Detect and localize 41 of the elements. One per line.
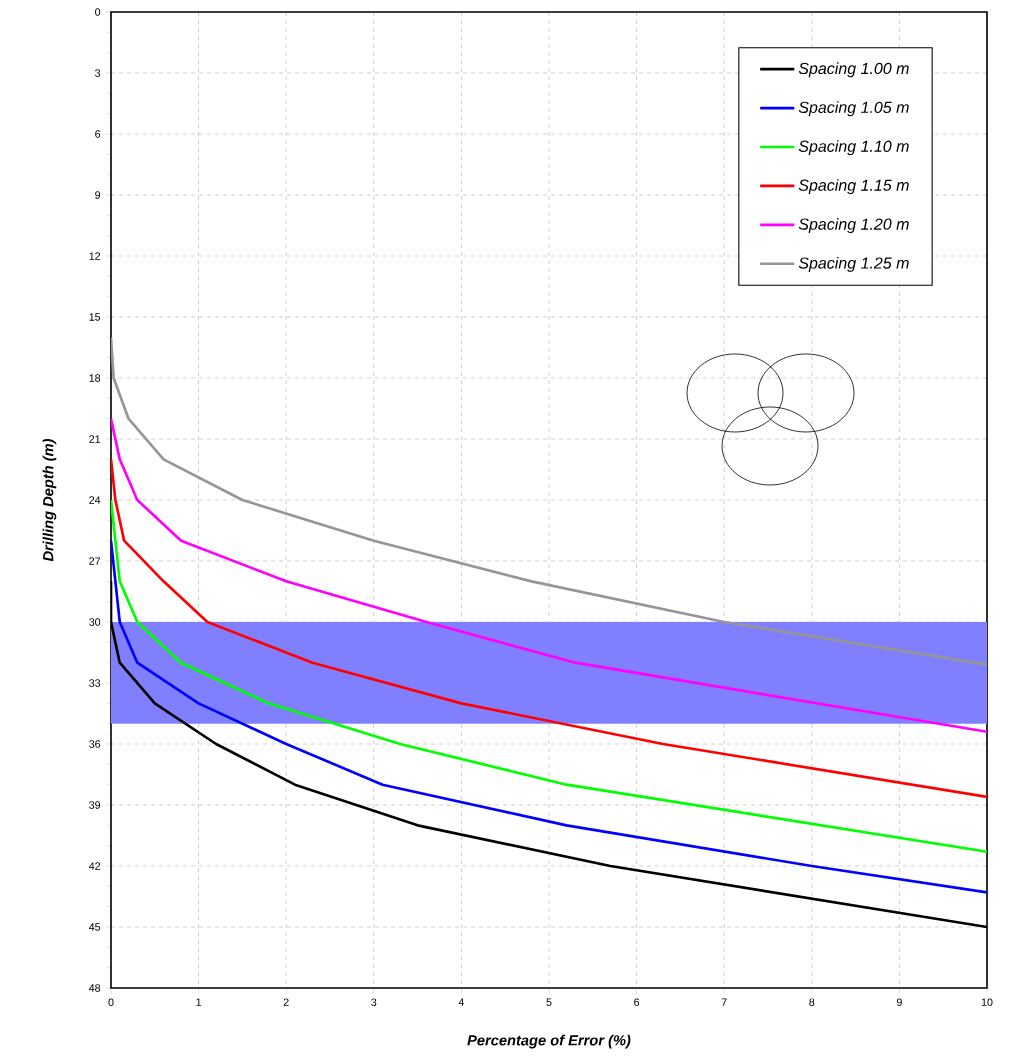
- y-tick-label: 0: [95, 8, 101, 16]
- y-tick-label: 18: [89, 374, 101, 382]
- y-tick-label: 3: [95, 69, 101, 77]
- line-series: [111, 498, 987, 854]
- legend-label: Spacing 1.20 m: [798, 218, 909, 233]
- line-series: [111, 458, 987, 799]
- y-tick-label: 33: [89, 679, 101, 687]
- y-tick-label: 15: [89, 313, 101, 321]
- x-tick-label: 1: [196, 998, 202, 1006]
- line-series: [111, 539, 987, 894]
- y-tick-label: 39: [89, 801, 101, 809]
- legend-label: Spacing 1.05 m: [798, 101, 909, 117]
- legend-label: Spacing 1.10 m: [798, 140, 909, 156]
- line-series: [111, 417, 987, 734]
- x-tick-label: 3: [371, 998, 377, 1006]
- x-axis-title: Percentage of Error (%): [467, 1034, 631, 1049]
- x-tick-label: 4: [458, 998, 465, 1006]
- y-tick-label: 24: [89, 496, 101, 504]
- x-tick-label: 2: [283, 998, 289, 1006]
- x-tick-label: 6: [634, 998, 640, 1006]
- y-tick-label: 9: [95, 191, 101, 199]
- y-tick-label: 27: [89, 557, 101, 565]
- x-tick-label: 0: [108, 998, 114, 1006]
- y-tick-label: 36: [89, 740, 101, 748]
- x-tick-label: 5: [546, 998, 552, 1006]
- line-series: [111, 336, 987, 667]
- y-tick-label: 12: [89, 252, 101, 260]
- y-tick-label: 45: [88, 923, 101, 931]
- legend-label: Spacing 1.25 m: [798, 256, 909, 272]
- y-axis-title: Drilling Depth (m): [42, 438, 57, 562]
- legend-label: Spacing 1.00 m: [798, 62, 909, 78]
- y-tick-label: 42: [88, 862, 101, 870]
- legend-label: Spacing 1.15 m: [798, 179, 909, 195]
- x-tick-label: 9: [896, 998, 902, 1006]
- y-tick-label: 30: [89, 618, 101, 626]
- x-tick-label: 8: [809, 998, 815, 1006]
- y-tick-label: 48: [88, 984, 101, 992]
- x-tick-label: 7: [721, 998, 727, 1006]
- x-tick-label: 10: [981, 998, 993, 1006]
- y-tick-label: 6: [95, 130, 101, 138]
- y-tick-label: 21: [89, 435, 101, 443]
